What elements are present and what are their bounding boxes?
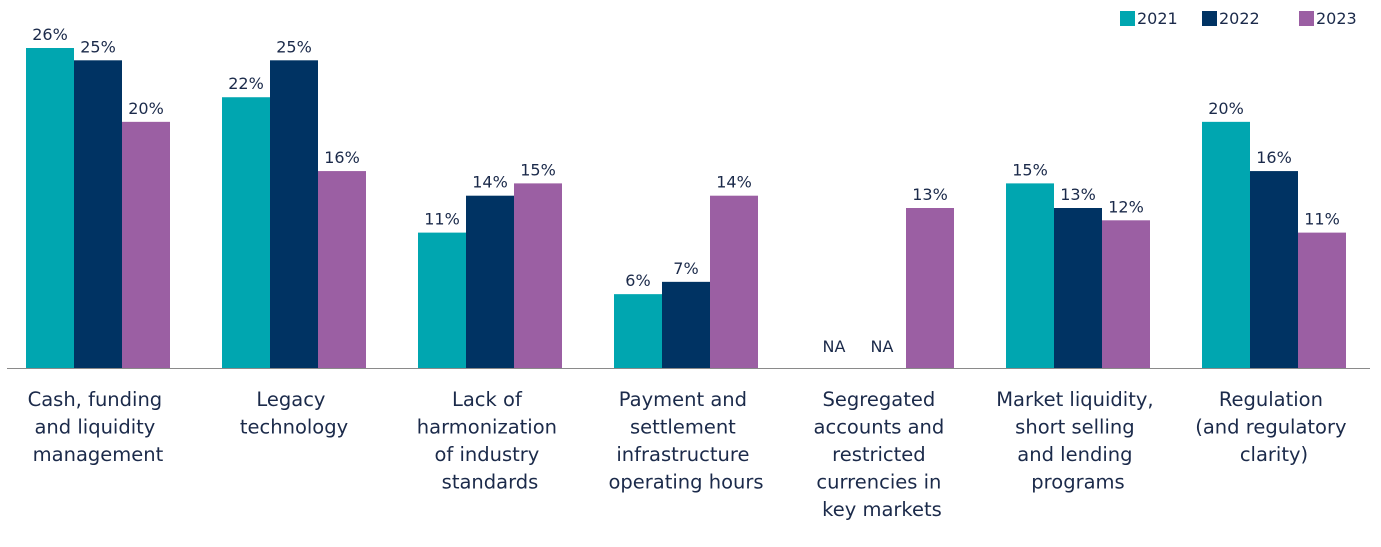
value-label: 11% [1304,210,1340,229]
bar [1298,232,1346,368]
bar [222,97,270,368]
label-line: and lending [1017,443,1138,466]
bar [1102,220,1150,368]
x-tick-label: Legacy technology [240,388,348,439]
label-line: restricted [832,443,932,466]
value-label: 15% [520,160,556,179]
label-line: Cash, funding [28,388,169,411]
value-label: 12% [1108,197,1144,216]
value-label: 16% [1256,148,1292,167]
x-tick-label: Segregated accounts and restricted curre… [814,388,951,521]
bar [74,60,122,369]
legend-swatch [1120,11,1135,26]
bar [318,171,366,368]
value-label: 22% [228,74,264,93]
legend-label: 2022 [1219,9,1260,28]
value-label: 20% [1208,99,1244,118]
label-line: operating hours [608,471,763,494]
label-line: of industry [434,443,545,466]
bar [514,183,562,368]
value-label: 15% [1012,160,1048,179]
bar [270,60,318,369]
x-tick-label: Regulation (and regulatory clarity) [1195,388,1353,466]
value-label: 14% [472,173,508,192]
label-line: settlement [630,416,742,439]
label-line: technology [240,416,348,439]
bar [1250,171,1298,368]
value-label: 25% [276,37,312,56]
bar [614,294,662,368]
bar [466,195,514,368]
label-line: Segregated [823,388,942,411]
value-label: 25% [80,37,116,56]
bar [906,208,954,368]
value-label: 14% [716,173,752,192]
bar [26,48,74,368]
label-line: Lack of [452,388,528,411]
legend-label: 2021 [1137,9,1178,28]
label-line: short selling [1015,416,1141,439]
label-line: management [33,443,164,466]
legend-swatch [1202,11,1217,26]
value-label: 11% [424,210,460,229]
label-line: programs [1031,471,1124,494]
value-label: NA [871,337,894,356]
label-line: infrastructure [616,443,755,466]
legend-swatch [1299,11,1314,26]
bar [662,281,710,368]
bar [1006,183,1054,368]
label-line: key markets [822,498,942,521]
value-label: 6% [625,271,650,290]
bar [1202,121,1250,368]
value-label: 26% [32,25,68,44]
value-label: 7% [673,259,698,278]
bar [710,195,758,368]
label-line: (and regulatory [1195,416,1353,439]
value-label: 20% [128,99,164,118]
value-label: 13% [912,185,948,204]
bar [122,121,170,368]
label-line: and liquidity [34,416,161,439]
label-line: currencies in [816,471,947,494]
bar [1054,208,1102,368]
label-line: harmonization [417,416,563,439]
value-label: 13% [1060,185,1096,204]
x-tick-label: Cash, funding and liquidity management [28,388,169,466]
value-label: 16% [324,148,360,167]
label-line: clarity) [1240,443,1308,466]
label-line: standards [442,471,539,494]
value-label: NA [823,337,846,356]
x-tick-label: Lack of harmonization of industry standa… [417,388,563,494]
label-line: Market liquidity, [996,388,1160,411]
label-line: Legacy [256,388,331,411]
x-tick-label: Payment and settlement infrastructure op… [608,388,763,494]
label-line: Payment and [619,388,753,411]
legend-label: 2023 [1316,9,1357,28]
x-tick-label: Market liquidity, short selling and lend… [996,388,1160,494]
label-line: Regulation [1219,388,1329,411]
bar [418,232,466,368]
label-line: accounts and [814,416,951,439]
